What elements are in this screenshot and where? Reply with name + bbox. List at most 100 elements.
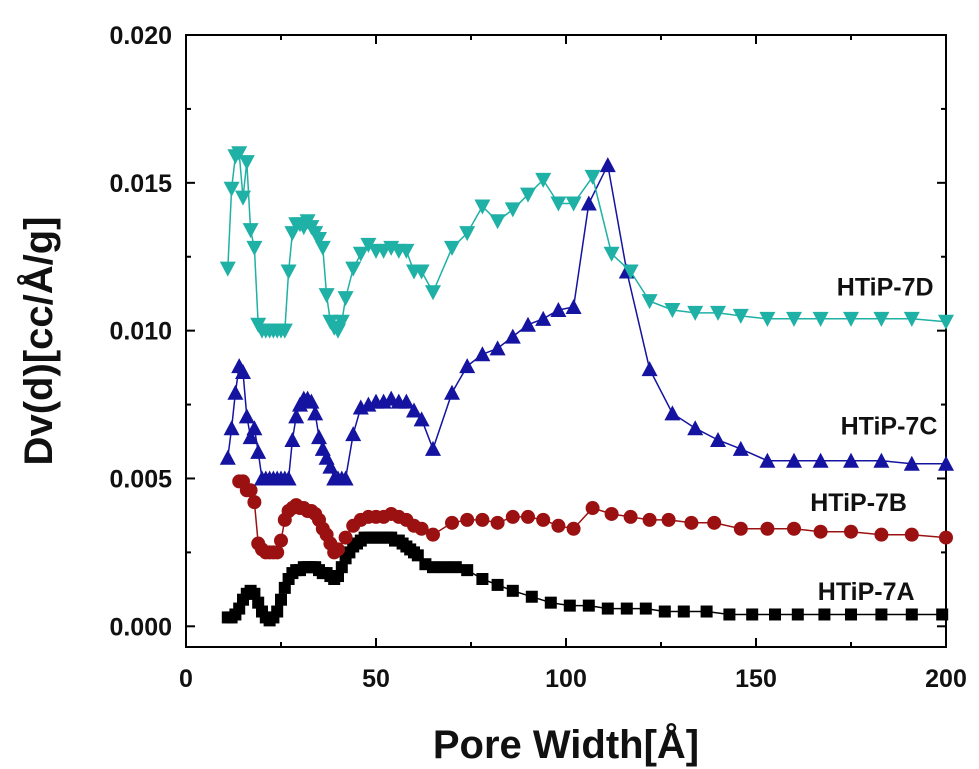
data-point-htip-7c — [246, 420, 263, 436]
data-point-htip-7c — [280, 470, 297, 486]
data-point-htip-7d — [333, 314, 350, 330]
data-point-htip-7c — [812, 452, 829, 468]
data-point-htip-7d — [459, 226, 476, 242]
y-tick-label: 0.005 — [109, 465, 172, 493]
data-point-htip-7c — [250, 443, 267, 459]
data-point-htip-7d — [311, 232, 327, 247]
y-tick-label: 0.000 — [109, 613, 172, 641]
data-point-htip-7d — [812, 311, 829, 327]
data-point-htip-7c — [732, 440, 749, 456]
data-point-htip-7c — [565, 299, 582, 314]
data-point-htip-7d — [603, 246, 620, 262]
data-point-htip-7d — [843, 311, 859, 327]
data-point-htip-7b — [270, 545, 285, 560]
data-point-htip-7d — [641, 294, 658, 310]
data-point-htip-7c — [459, 358, 476, 374]
data-point-htip-7a — [275, 593, 287, 606]
data-point-htip-7c — [938, 455, 954, 471]
data-point-htip-7c — [843, 452, 859, 468]
data-point-htip-7c — [413, 411, 430, 427]
data-point-htip-7d — [235, 190, 251, 206]
data-point-htip-7b — [426, 527, 440, 542]
data-point-htip-7a — [601, 602, 614, 615]
data-point-htip-7d — [759, 311, 776, 327]
y-tick-label: 0.015 — [109, 170, 172, 198]
data-point-htip-7b — [521, 509, 535, 524]
data-point-htip-7d — [710, 305, 726, 321]
data-point-htip-7c — [664, 405, 681, 421]
data-point-htip-7c — [242, 429, 259, 445]
data-point-htip-7b — [274, 533, 288, 548]
data-point-htip-7d — [938, 314, 954, 330]
series-line-htip-7d — [227, 151, 947, 332]
data-point-htip-7c — [504, 328, 521, 344]
data-point-htip-7a — [639, 602, 652, 615]
data-point-htip-7c — [873, 452, 890, 468]
data-point-htip-7d — [425, 285, 441, 301]
data-point-htip-7a — [544, 596, 557, 609]
data-point-htip-7c — [687, 420, 704, 436]
data-point-htip-7a — [769, 608, 781, 621]
data-point-htip-7d — [474, 199, 491, 215]
data-point-htip-7d — [238, 155, 255, 171]
data-point-htip-7d — [520, 187, 536, 203]
x-tick-label: 100 — [545, 665, 587, 693]
data-point-htip-7d — [732, 308, 749, 324]
series-label: HTiP-7B — [810, 489, 907, 517]
axis-ticks: 0 50 100 150 200 0.000 0.005 0.010 0.015 0.020 — [109, 22, 966, 693]
data-point-htip-7c — [227, 384, 244, 400]
data-point-htip-7a — [875, 608, 888, 621]
data-point-htip-7b — [338, 530, 353, 545]
data-point-htip-7c — [398, 393, 415, 409]
data-point-htip-7a — [582, 599, 595, 612]
data-point-htip-7c — [322, 458, 339, 474]
data-point-htip-7d — [280, 264, 297, 280]
data-point-htip-7d — [444, 240, 460, 256]
data-point-htip-7c — [288, 408, 305, 424]
data-point-htip-7a — [677, 605, 690, 618]
data-point-htip-7a — [271, 605, 284, 618]
data-point-htip-7b — [460, 512, 475, 527]
data-point-htip-7a — [700, 605, 713, 618]
data-point-htip-7b — [475, 512, 490, 527]
data-point-htip-7c — [238, 408, 255, 424]
data-point-htip-7a — [620, 602, 633, 615]
data-point-htip-7d — [535, 172, 552, 188]
data-point-htip-7d — [314, 240, 331, 256]
data-point-htip-7d — [398, 243, 415, 259]
data-point-htip-7c — [474, 346, 491, 362]
data-point-htip-7b — [707, 515, 722, 530]
data-point-htip-7d — [219, 261, 236, 277]
annotation-layer: HTiP-7D HTiP-7C HTiP-7B HTiP-7A — [810, 273, 937, 606]
data-point-htip-7a — [491, 578, 504, 591]
data-point-htip-7d — [246, 240, 263, 256]
data-point-htip-7c — [284, 432, 301, 448]
data-point-htip-7b — [874, 527, 889, 542]
data-point-htip-7b — [844, 524, 858, 539]
data-point-htip-7c — [580, 195, 597, 211]
data-point-htip-7d — [550, 196, 567, 212]
data-point-htip-7b — [331, 542, 345, 557]
data-point-htip-7b — [604, 506, 619, 521]
data-point-htip-7c — [641, 361, 658, 377]
data-point-htip-7d — [223, 181, 240, 197]
data-point-htip-7c — [710, 432, 726, 448]
series-htip-7b — [232, 474, 953, 560]
series-htip-7c — [219, 157, 954, 486]
y-axis-title: Dv(d)[cc/Å/g] — [16, 217, 61, 466]
data-point-htip-7b — [414, 521, 429, 536]
data-point-htip-7d — [352, 246, 369, 262]
data-point-htip-7a — [845, 608, 857, 621]
data-point-htip-7d — [622, 264, 639, 280]
data-point-htip-7c — [311, 429, 327, 445]
data-point-htip-7b — [585, 501, 600, 516]
data-point-htip-7d — [584, 169, 601, 185]
x-tick-label: 50 — [362, 665, 390, 693]
data-point-htip-7d — [489, 214, 506, 230]
data-point-htip-7a — [449, 561, 462, 574]
data-point-htip-7c — [489, 340, 506, 356]
data-point-htip-7a — [563, 599, 576, 612]
data-point-htip-7b — [505, 509, 520, 524]
data-point-htip-7c — [307, 405, 324, 421]
data-point-htip-7d — [231, 146, 248, 162]
